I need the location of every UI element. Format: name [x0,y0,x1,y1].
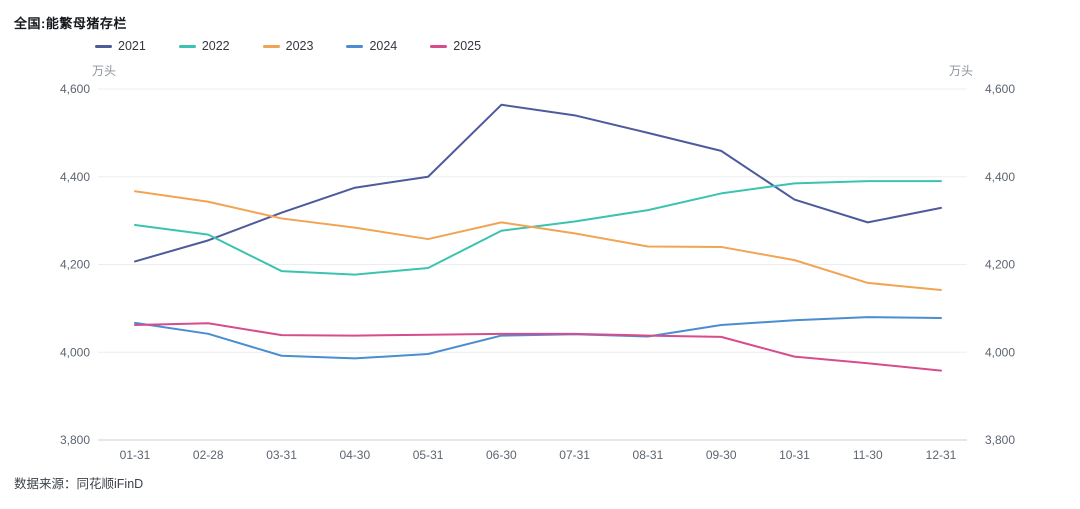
y-tick-label-right: 4,400 [985,170,1015,184]
x-tick-label: 09-30 [706,448,737,462]
legend-item-2025[interactable]: 2025 [430,39,481,53]
y-tick-label-left: 4,000 [60,345,90,359]
legend-item-2024[interactable]: 2024 [346,39,397,53]
y-tick-label-left: 4,600 [60,82,90,96]
x-tick-label: 10-31 [779,448,810,462]
series-line-2022[interactable] [134,180,942,276]
legend-item-2022[interactable]: 2022 [178,39,230,53]
legend-dash-icon [430,44,448,48]
x-tick-label: 02-28 [193,448,224,462]
y-tick-label-left: 4,200 [60,258,90,272]
legend-label: 2021 [118,39,146,53]
y-axis-unit-left: 万头 [92,64,117,78]
series-line-2024[interactable] [134,316,942,360]
x-tick-label: 11-30 [853,448,883,462]
series-line-2023[interactable] [134,190,942,291]
legend: 2021 2022 2023 2024 2025 [95,39,481,53]
legend-label: 2024 [369,39,398,53]
y-axis-unit-right: 万头 [949,64,974,78]
y-tick-label-right: 4,600 [985,82,1015,96]
legend-item-2021[interactable]: 2021 [95,39,146,53]
legend-dash-icon [95,44,112,48]
y-tick-label-right: 4,000 [985,345,1015,359]
legend-label: 2022 [201,39,230,53]
y-tick-label-left: 3,800 [60,433,90,447]
x-tick-label: 08-31 [633,448,664,462]
legend-label: 2025 [453,39,482,53]
series-line-2025[interactable] [134,322,942,372]
legend-label: 2023 [285,39,314,53]
page-title: 全国:能繁母猪存栏 [14,16,127,31]
legend-item-2023[interactable]: 2023 [262,39,314,53]
x-tick-label: 06-30 [486,448,517,462]
y-tick-label-right: 4,200 [985,258,1015,272]
x-tick-label: 03-31 [266,448,297,462]
legend-dash-icon [346,44,364,48]
data-source-note: 数据来源：同花顺iFinD [14,477,144,491]
y-tick-label-right: 3,800 [985,433,1015,447]
x-tick-label: 04-30 [339,448,370,462]
y-tick-label-left: 4,400 [60,170,90,184]
series-line-2021[interactable] [134,103,942,263]
x-tick-label: 07-31 [559,448,590,462]
x-tick-label: 12-31 [926,448,957,462]
legend-dash-icon [178,44,196,48]
x-tick-label: 05-31 [413,448,444,462]
x-tick-label: 01-31 [120,448,151,462]
legend-dash-icon [262,44,280,48]
